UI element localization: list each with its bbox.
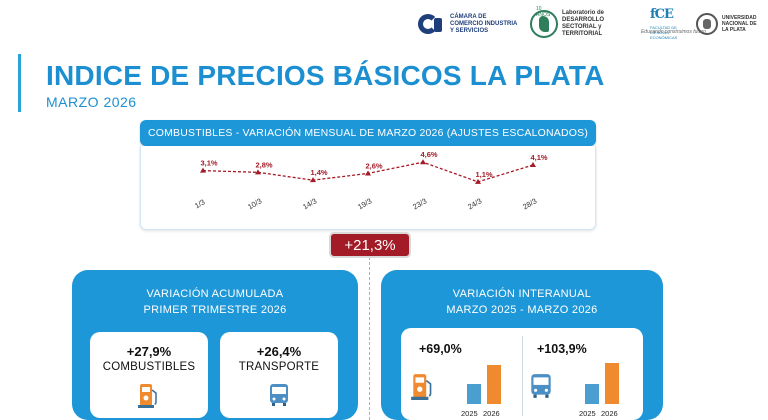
fce-mark-icon: fCE [650,7,674,22]
lab-logo: 10 AÑOS Laboratorio de DESARROLLO SECTOR… [530,6,640,38]
unlp-logo: UNIVERSIDAD NACIONAL DE LA PLATA [696,13,760,35]
fuel-pump-icon [138,384,157,408]
x-tick-label: 14/3 [301,196,318,211]
accumulated-panel: VARIACIÓN ACUMULADA PRIMER TRIMESTRE 202… [72,270,358,420]
data-label: 4,1% [530,153,547,162]
data-point [475,178,481,184]
data-point [310,177,316,183]
unlp-seal-icon [696,13,718,35]
data-point [255,169,261,175]
fuel-accumulated-label: COMBUSTIBLES [102,361,196,373]
x-tick-label: 19/3 [356,196,373,211]
fce-tagline: Educando construimos futuro [640,29,706,35]
fuel-interannual-bars: 2025 2026 [453,358,513,418]
transport-accumulated-card: +26,4% TRANSPORTE [220,332,338,418]
data-label: 1,1% [475,170,492,179]
interannual-card: +69,0% 2025 2026 +103,9% 2025 [401,328,643,420]
interannual-title-line1: VARIACIÓN INTERANUAL [452,288,592,300]
camara-logo-text: CÁMARA DE COMERCIO INDUSTRIA Y SERVICIOS [450,13,518,34]
connector-line [369,232,370,420]
data-point [200,167,206,173]
accumulated-title-line2: PRIMER TRIMESTRE 2026 [143,304,287,316]
data-label: 3,1% [200,159,217,168]
bar-2026 [605,362,619,404]
data-label: 4,6% [420,150,437,159]
x-tick-label: 10/3 [246,196,263,211]
x-tick-label: 23/3 [411,196,428,211]
year-label-2025: 2025 [579,409,596,418]
header-logos: CÁMARA DE COMERCIO INDUSTRIA Y SERVICIOS… [416,6,760,42]
page-subtitle: MARZO 2026 [46,94,137,110]
transport-interannual-bars: 2025 2026 [571,358,631,418]
interannual-panel: VARIACIÓN INTERANUAL MARZO 2025 - MARZO … [381,270,663,420]
x-tick-label: 24/3 [466,196,483,211]
interannual-title-line2: MARZO 2025 - MARZO 2026 [446,304,598,316]
data-point [530,162,536,168]
camara-mark-icon [416,12,446,36]
accumulated-title: VARIACIÓN ACUMULADA PRIMER TRIMESTRE 202… [72,286,358,318]
camara-logo: CÁMARA DE COMERCIO INDUSTRIA Y SERVICIOS [416,12,520,36]
lab-mark-icon: 10 AÑOS [530,6,558,38]
data-point [365,170,371,176]
fuel-accumulated-card: +27,9% COMBUSTIBLES [90,332,208,418]
year-label-2026: 2026 [601,409,618,418]
x-tick-label: 28/3 [521,196,538,211]
bar-2025 [467,383,481,404]
fce-logo: fCE FACULTAD DE CIENCIAS ECONÓMICAS [650,8,686,40]
bar-2026 [487,365,501,404]
year-label-2025: 2025 [461,409,478,418]
data-label: 2,6% [365,161,382,170]
bus-icon [531,374,551,398]
page-title: INDICE DE PRECIOS BÁSICOS LA PLATA [46,60,605,91]
fuel-accumulated-value: +27,9% [126,344,172,359]
transport-accumulated-label: TRANSPORTE [238,361,320,373]
year-label-2026: 2026 [483,409,500,418]
bar-2025 [585,383,599,404]
fuel-interannual-value: +69,0% [419,342,462,356]
accumulated-title-line1: VARIACIÓN ACUMULADA [146,288,284,300]
transport-accumulated-value: +26,4% [256,344,302,359]
data-label: 1,4% [310,168,327,177]
chart-title: COMBUSTIBLES - VARIACIÓN MENSUAL DE MARZ… [140,120,596,146]
data-point [420,159,426,165]
chart-svg: 3,1% 1/3 2,8% 10/3 1,4% 14/3 2,6% 19/3 4,6% 23/3 1… [193,150,548,211]
unlp-logo-text: UNIVERSIDAD NACIONAL DE LA PLATA [722,15,757,33]
bus-icon [270,384,288,406]
lab-years: 10 AÑOS [536,6,551,18]
data-label: 2,8% [255,160,272,169]
total-badge: +21,3% [329,232,411,258]
transport-interannual-value: +103,9% [537,342,587,356]
card-divider [522,336,523,416]
monthly-variation-chart: 3,1% 1/3 2,8% 10/3 1,4% 14/3 2,6% 19/3 4,6% 23/3 1… [140,146,596,230]
interannual-title: VARIACIÓN INTERANUAL MARZO 2025 - MARZO … [381,286,663,318]
title-accent-bar [18,54,21,112]
lab-logo-text: Laboratorio de DESARROLLO SECTORIAL y TE… [562,10,605,37]
fuel-pump-icon [411,374,432,400]
x-tick-label: 1/3 [193,197,207,210]
fce-logo-text: FACULTAD DE CIENCIAS ECONÓMICAS [650,25,678,40]
